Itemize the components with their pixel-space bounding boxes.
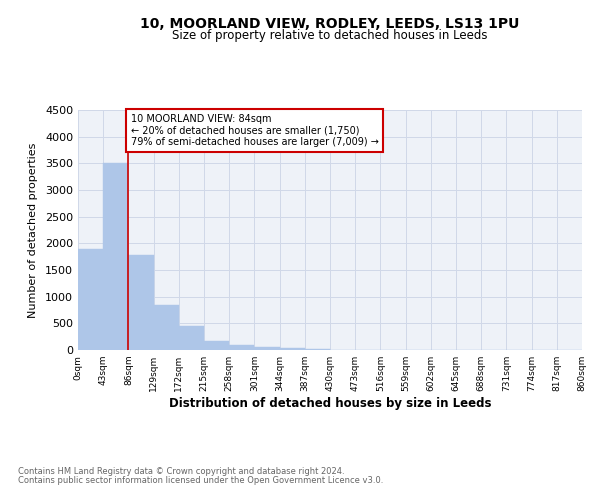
Bar: [128, 255, 154, 350]
Bar: [229, 344, 254, 350]
Text: 10 MOORLAND VIEW: 84sqm
← 20% of detached houses are smaller (1,750)
79% of semi: 10 MOORLAND VIEW: 84sqm ← 20% of detache…: [131, 114, 379, 148]
Bar: [154, 304, 179, 350]
Text: Contains HM Land Registry data © Crown copyright and database right 2024.: Contains HM Land Registry data © Crown c…: [18, 468, 344, 476]
Text: 10, MOORLAND VIEW, RODLEY, LEEDS, LS13 1PU: 10, MOORLAND VIEW, RODLEY, LEEDS, LS13 1…: [140, 18, 520, 32]
Text: Size of property relative to detached houses in Leeds: Size of property relative to detached ho…: [172, 29, 488, 42]
Bar: [280, 348, 305, 350]
Bar: [103, 164, 128, 350]
X-axis label: Distribution of detached houses by size in Leeds: Distribution of detached houses by size …: [169, 397, 491, 410]
Bar: [254, 348, 280, 350]
Bar: [204, 341, 229, 350]
Y-axis label: Number of detached properties: Number of detached properties: [28, 142, 38, 318]
Bar: [179, 326, 204, 350]
Bar: [78, 248, 103, 350]
Text: Contains public sector information licensed under the Open Government Licence v3: Contains public sector information licen…: [18, 476, 383, 485]
